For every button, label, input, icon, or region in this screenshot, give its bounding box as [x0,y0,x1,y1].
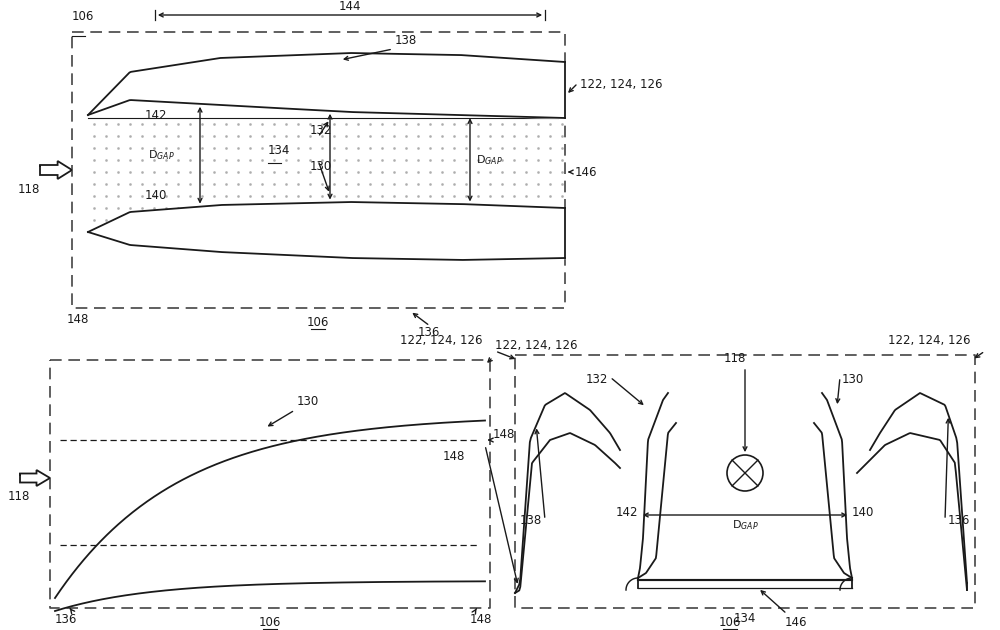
Text: 140: 140 [852,507,874,520]
Text: 122, 124, 126: 122, 124, 126 [580,78,662,91]
Text: 118: 118 [724,352,746,365]
Text: D$_{GAP}$: D$_{GAP}$ [476,153,503,167]
Text: 122, 124, 126: 122, 124, 126 [400,334,482,347]
Text: 144: 144 [339,0,361,13]
Text: 142: 142 [616,507,638,520]
Text: 132: 132 [586,373,608,386]
Text: 142: 142 [145,109,168,122]
Polygon shape [20,470,50,486]
Text: 138: 138 [395,34,417,47]
Text: 118: 118 [8,490,30,503]
Text: 136: 136 [418,326,440,339]
Text: 106: 106 [259,616,281,629]
Text: 138: 138 [520,513,542,527]
Text: 118: 118 [18,183,40,196]
Text: 140: 140 [145,188,167,202]
Polygon shape [40,161,72,179]
Text: 106: 106 [307,316,329,329]
Text: 148: 148 [470,613,492,626]
Text: 134: 134 [734,612,756,624]
Text: 148: 148 [493,428,515,442]
Text: 106: 106 [72,10,94,23]
Text: 134: 134 [268,144,290,157]
Text: 146: 146 [575,166,598,178]
Text: 130: 130 [310,160,332,173]
Text: 146: 146 [785,616,808,629]
Text: 130: 130 [842,373,864,386]
Text: 148: 148 [67,313,89,326]
Text: 130: 130 [297,395,319,408]
Text: 122, 124, 126: 122, 124, 126 [495,339,578,352]
Text: 136: 136 [55,613,77,626]
Text: D$_{GAP}$: D$_{GAP}$ [732,518,758,532]
Text: 136: 136 [948,513,970,527]
Text: 122, 124, 126: 122, 124, 126 [888,334,970,347]
Text: 132: 132 [310,124,332,137]
Text: 106: 106 [719,616,741,629]
Text: 148: 148 [443,450,465,463]
Text: D$_{GAP}$: D$_{GAP}$ [148,148,175,162]
